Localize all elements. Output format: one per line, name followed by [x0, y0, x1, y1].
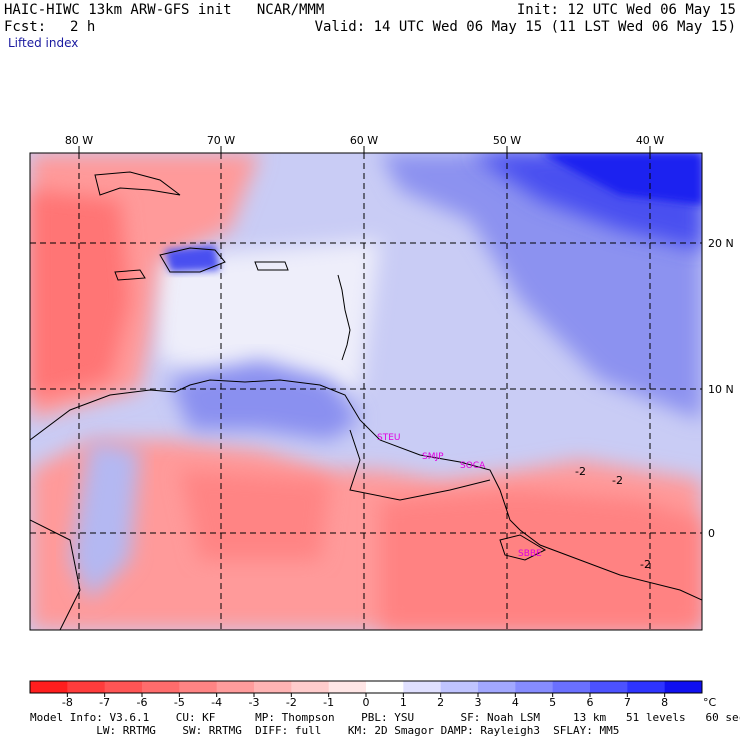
colorbar-tick-label: -5 [174, 696, 185, 709]
fcst-label: Fcst: [4, 19, 47, 35]
colorbar-swatch [142, 681, 180, 693]
graticule [30, 153, 702, 630]
colorbar-tick-label: -4 [211, 696, 222, 709]
colorbar-swatch [254, 681, 292, 693]
contour-label: -2 [640, 558, 651, 571]
fcst-value: 2 h [70, 19, 96, 35]
lat-label-20n: 20 N [708, 237, 734, 250]
colorbar-tick-label: 6 [587, 696, 594, 709]
coastlines [30, 171, 702, 630]
lon-label-80w: 80 W [65, 134, 93, 147]
model-info-line2: LW: RRTMG SW: RRTMG DIFF: full KM: 2D Sm… [30, 724, 620, 737]
colorbar-tick-label: 2 [437, 696, 444, 709]
station-steu: STEU [377, 433, 400, 443]
station-soca: SOCA [460, 461, 486, 471]
colorbar-tick-label: -2 [286, 696, 297, 709]
lat-label-0: 0 [708, 527, 715, 540]
field-name: Lifted index [8, 36, 79, 50]
colorbar-tick-label: -6 [137, 696, 148, 709]
colorbar-swatch [216, 681, 255, 693]
colorbar-tick-label: -3 [249, 696, 260, 709]
station-sbbe: SBBE [518, 549, 542, 559]
colorbar-swatch [664, 681, 703, 693]
colorbar-tick-label: 3 [475, 696, 482, 709]
colorbar-swatch [590, 681, 628, 693]
colorbar-tick-label: 1 [400, 696, 407, 709]
lat-label-10n: 10 N [708, 383, 734, 396]
lon-label-60w: 60 W [350, 134, 378, 147]
colorbar-swatch [515, 681, 554, 693]
colorbar-swatch [291, 681, 330, 693]
colorbar-tick-label: 0 [363, 696, 370, 709]
colorbar-tick-label: -8 [62, 696, 73, 709]
lon-label-50w: 50 W [493, 134, 521, 147]
colorbar-unit: °C [703, 696, 717, 709]
colorbar: -8 -7 -6 -5 -4 -3 -2 -1 0 1 2 3 4 5 6 7 8 °C [29, 680, 717, 709]
colorbar-swatch [30, 681, 68, 693]
colorbar-tick-label: 5 [549, 696, 556, 709]
colorbar-swatch [104, 681, 143, 693]
lon-ticks [78, 146, 651, 153]
colorbar-tick-label: 8 [661, 696, 668, 709]
colorbar-swatch [403, 681, 442, 693]
colorbar-tick-label: -1 [323, 696, 334, 709]
contour-label: -2 [612, 474, 623, 487]
model-info-line1: Model Info: V3.6.1 CU: KF MP: Thompson P… [30, 711, 740, 724]
colorbar-swatch [478, 681, 516, 693]
header-title: HAIC-HIWC 13km ARW-GFS init NCAR/MMM [4, 2, 325, 18]
map-frame [29, 152, 703, 631]
colorbar-tick-label: 7 [624, 696, 631, 709]
colorbar-swatch [366, 681, 404, 693]
init-time: Init: 12 UTC Wed 06 May 15 [516, 2, 736, 18]
station-smjp: SMJP [422, 452, 444, 462]
map-field [30, 153, 702, 630]
colorbar-tick-label: 4 [512, 696, 519, 709]
colorbar-swatch [179, 681, 218, 693]
colorbar-tick-label: -7 [99, 696, 110, 709]
colorbar-swatch [67, 681, 106, 693]
lon-label-40w: 40 W [636, 134, 664, 147]
valid-time: Valid: 14 UTC Wed 06 May 15 (11 LST Wed … [314, 19, 736, 35]
contour-label: -2 [575, 465, 586, 478]
colorbar-swatch [440, 681, 479, 693]
colorbar-swatch [627, 681, 666, 693]
lon-label-70w: 70 W [207, 134, 235, 147]
colorbar-swatch [552, 681, 591, 693]
colorbar-swatch [328, 681, 367, 693]
